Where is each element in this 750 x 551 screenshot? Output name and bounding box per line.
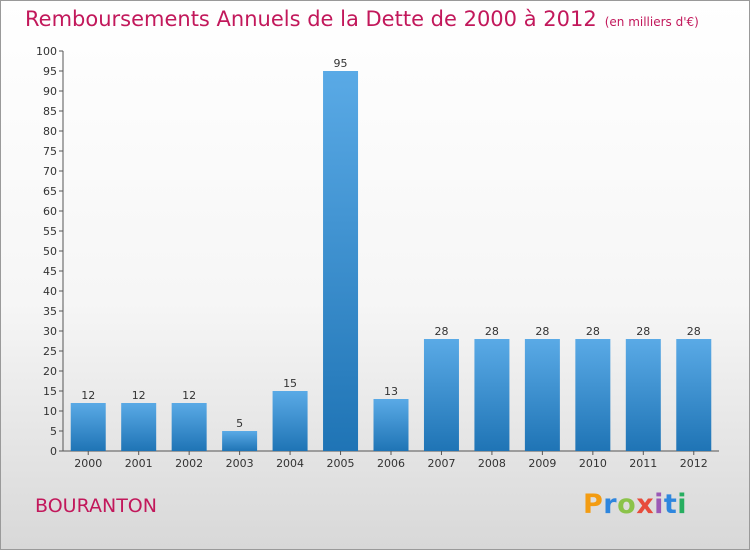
logo-letter: r	[603, 489, 618, 520]
bar	[272, 391, 308, 451]
y-tick-label: 55	[43, 225, 57, 238]
place-name: BOURANTON	[35, 495, 157, 517]
y-tick-label: 90	[43, 85, 57, 98]
logo-letter: t	[663, 489, 678, 520]
y-tick-label: 70	[43, 165, 57, 178]
bar	[575, 339, 611, 451]
y-tick-label: 100	[36, 45, 57, 58]
y-tick-label: 95	[43, 65, 57, 78]
bar-value-label: 12	[132, 389, 146, 402]
x-tick-label: 2010	[579, 457, 607, 470]
logo-letter: o	[617, 489, 637, 520]
logo-letter: x	[636, 489, 655, 520]
x-tick-label: 2000	[74, 457, 102, 470]
x-tick-label: 2009	[528, 457, 556, 470]
proxiti-logo: Proxiti	[583, 489, 687, 520]
chart-title: Remboursements Annuels de la Dette de 20…	[25, 7, 699, 31]
y-tick-label: 40	[43, 285, 57, 298]
bar-value-label: 28	[687, 325, 701, 338]
bar-value-label: 28	[636, 325, 650, 338]
bar	[474, 339, 510, 451]
bar	[524, 339, 560, 451]
x-tick-label: 2001	[125, 457, 153, 470]
bar-value-label: 28	[485, 325, 499, 338]
bar	[373, 399, 409, 451]
y-tick-label: 60	[43, 205, 57, 218]
y-tick-label: 50	[43, 245, 57, 258]
x-tick-label: 2003	[226, 457, 254, 470]
y-tick-label: 85	[43, 105, 57, 118]
bar-value-label: 15	[283, 377, 297, 390]
x-tick-label: 2011	[629, 457, 657, 470]
bar-value-label: 13	[384, 385, 398, 398]
logo-letter: i	[654, 489, 664, 520]
y-tick-label: 45	[43, 265, 57, 278]
y-tick-label: 5	[50, 425, 57, 438]
x-tick-label: 2012	[680, 457, 708, 470]
y-tick-label: 25	[43, 345, 57, 358]
y-tick-label: 75	[43, 145, 57, 158]
y-tick-label: 80	[43, 125, 57, 138]
y-tick-label: 0	[50, 445, 57, 458]
bar	[323, 71, 359, 451]
bar-value-label: 28	[535, 325, 549, 338]
y-tick-label: 10	[43, 405, 57, 418]
logo-letter: P	[583, 489, 604, 520]
bar-value-label: 5	[236, 417, 243, 430]
title-text: Remboursements Annuels de la Dette de 20…	[25, 7, 597, 31]
y-tick-label: 20	[43, 365, 57, 378]
bar	[222, 431, 258, 451]
bar-value-label: 95	[334, 57, 348, 70]
bar-value-label: 12	[182, 389, 196, 402]
x-tick-label: 2005	[327, 457, 355, 470]
bar	[676, 339, 712, 451]
x-tick-label: 2008	[478, 457, 506, 470]
x-tick-label: 2004	[276, 457, 304, 470]
y-tick-label: 30	[43, 325, 57, 338]
x-tick-label: 2006	[377, 457, 405, 470]
bar-value-label: 12	[81, 389, 95, 402]
bar	[423, 339, 459, 451]
unit-note: (en milliers d'€)	[604, 15, 699, 29]
y-tick-label: 15	[43, 385, 57, 398]
logo-letter: i	[677, 489, 688, 520]
y-tick-label: 35	[43, 305, 57, 318]
bar	[70, 403, 106, 451]
bar	[171, 403, 207, 451]
bar-value-label: 28	[586, 325, 600, 338]
bar	[625, 339, 661, 451]
y-tick-label: 65	[43, 185, 57, 198]
bar	[121, 403, 157, 451]
bar-value-label: 28	[434, 325, 448, 338]
x-tick-label: 2007	[427, 457, 455, 470]
x-tick-label: 2002	[175, 457, 203, 470]
